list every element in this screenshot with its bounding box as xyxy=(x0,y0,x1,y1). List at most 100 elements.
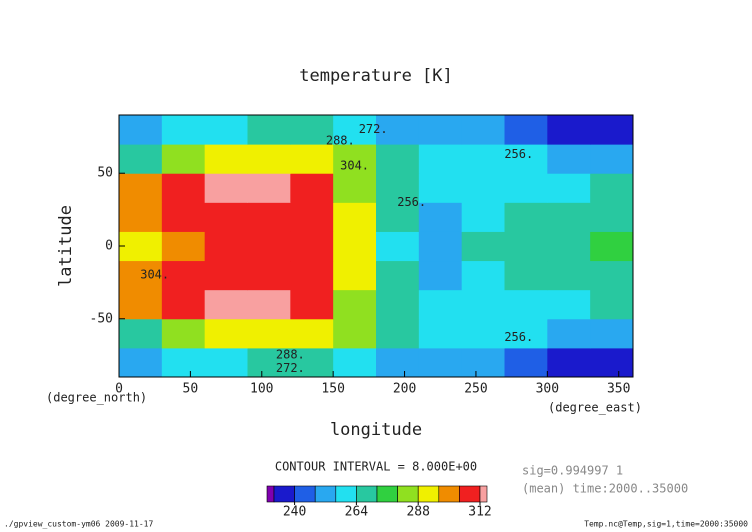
contour-cell xyxy=(590,318,634,349)
contour-cell xyxy=(119,231,163,262)
contour-cell xyxy=(547,144,591,174)
contour-cell xyxy=(204,202,248,232)
contour-cell xyxy=(204,173,248,203)
contour-cell xyxy=(504,173,548,203)
contour-cell xyxy=(119,173,163,203)
contour-cell xyxy=(333,318,377,349)
contour-cell xyxy=(119,347,163,378)
contour-cell xyxy=(333,202,377,232)
contour-label: 272. xyxy=(276,361,305,375)
contour-cell xyxy=(547,289,591,320)
colorbar-box xyxy=(376,485,398,503)
contour-cell xyxy=(504,289,548,320)
contour-cell xyxy=(204,289,248,320)
contour-cell xyxy=(418,173,463,203)
contour-cell xyxy=(504,260,548,291)
contour-cell xyxy=(376,173,420,203)
contour-cell xyxy=(376,231,420,262)
contour-cell xyxy=(247,289,291,320)
contour-cell xyxy=(333,144,377,174)
contour-cell xyxy=(547,173,591,203)
colorbar-tick-label: 240 xyxy=(283,505,306,520)
y-tick-label: -50 xyxy=(90,311,113,326)
x-tick-label: 100 xyxy=(250,382,273,397)
contour-cell xyxy=(376,289,420,320)
colorbar-box xyxy=(397,485,419,503)
contour-cell xyxy=(376,260,420,291)
chart-title: temperature [K] xyxy=(299,66,453,86)
colorbar-box xyxy=(335,485,357,503)
contour-cell xyxy=(547,115,591,145)
contour-cell xyxy=(290,115,334,145)
contour-cell xyxy=(418,115,463,145)
contour-cell xyxy=(119,289,163,320)
colorbar-box xyxy=(356,485,378,503)
contour-cell xyxy=(590,289,634,320)
colorbar-box xyxy=(273,485,295,503)
contour-cell xyxy=(333,260,377,291)
contour-cell xyxy=(461,115,505,145)
contour-cell xyxy=(461,231,505,262)
y-axis-label: latitude xyxy=(56,205,76,287)
contour-cell xyxy=(590,115,634,145)
contour-cell xyxy=(504,231,548,262)
contour-interval: CONTOUR INTERVAL = 8.000E+00 xyxy=(275,460,477,474)
contour-cell xyxy=(590,347,634,378)
contour-cell xyxy=(204,231,248,262)
contour-cell xyxy=(333,173,377,203)
y-tick-label: 50 xyxy=(97,166,113,181)
contour-cell xyxy=(547,318,591,349)
contour-cell xyxy=(161,318,206,349)
colorbar-tick-label: 288 xyxy=(406,505,429,520)
contour-cell xyxy=(161,115,206,145)
contour-cell xyxy=(376,115,420,145)
colorbar-box xyxy=(459,485,481,503)
contour-cell xyxy=(376,144,420,174)
contour-cell xyxy=(333,231,377,262)
contour-cell xyxy=(247,202,291,232)
contour-cell xyxy=(119,260,163,291)
contour-cell xyxy=(418,231,463,262)
contour-label: 256. xyxy=(504,330,533,344)
contour-cell xyxy=(161,347,206,378)
contour-cell xyxy=(247,260,291,291)
contour-cell xyxy=(290,347,334,378)
contour-cell xyxy=(119,115,163,145)
colorbar-box xyxy=(479,485,488,503)
contour-cell xyxy=(204,260,248,291)
x-tick-label: 250 xyxy=(464,382,487,397)
contour-cell xyxy=(590,144,634,174)
contour-cell xyxy=(504,347,548,378)
info-line: (mean) time:2000..35000 xyxy=(522,482,688,496)
contour-cell xyxy=(590,173,634,203)
info-line: sig=0.994997 1 xyxy=(522,464,623,478)
contour-cell xyxy=(461,144,505,174)
y-unit: (degree_north) xyxy=(46,391,147,405)
contour-cell xyxy=(119,144,163,174)
x-tick-label: 350 xyxy=(607,382,630,397)
contour-cell xyxy=(590,260,634,291)
contour-label: 304. xyxy=(140,268,169,282)
contour-cell xyxy=(290,260,334,291)
contour-cell xyxy=(418,318,463,349)
contour-cell xyxy=(504,202,548,232)
contour-label: 288. xyxy=(326,134,355,148)
colorbar-box xyxy=(266,485,275,503)
contour-cell xyxy=(504,115,548,145)
contour-cell xyxy=(333,347,377,378)
contour-cell xyxy=(418,202,463,232)
contour-cell xyxy=(461,318,505,349)
contour-label: 256. xyxy=(397,195,426,209)
x-tick-label: 50 xyxy=(183,382,199,397)
contour-cell xyxy=(247,231,291,262)
x-tick-label: 150 xyxy=(321,382,344,397)
colorbar-box xyxy=(438,485,460,503)
contour-cell xyxy=(590,202,634,232)
contour-cell xyxy=(461,260,505,291)
contour-cell xyxy=(418,289,463,320)
contour-cell xyxy=(590,231,634,262)
contour-label: 256. xyxy=(504,147,533,161)
colorbar-box xyxy=(294,485,316,503)
contour-cell xyxy=(161,231,206,262)
contour-cell xyxy=(247,173,291,203)
